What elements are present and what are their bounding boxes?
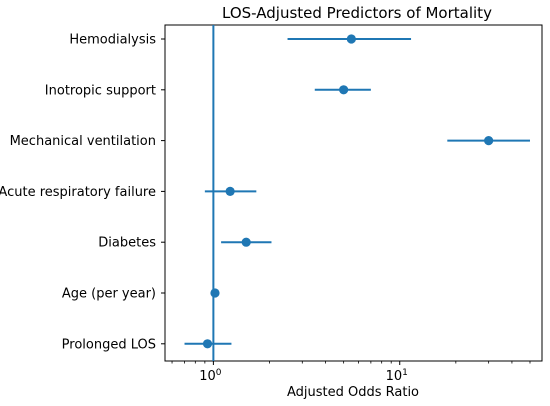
x-axis-label: Adjusted Odds Ratio — [287, 385, 419, 400]
y-tick-label: Acute respiratory failure — [0, 185, 156, 200]
x-tick-label: 100 — [199, 368, 222, 384]
chart-title: LOS-Adjusted Predictors of Mortality — [222, 4, 492, 22]
estimate-point — [202, 339, 213, 349]
estimate-point — [484, 136, 494, 146]
estimate-point — [225, 186, 235, 196]
y-tick-label: Hemodialysis — [69, 33, 156, 48]
x-tick-label: 101 — [386, 368, 408, 384]
estimate-point — [241, 237, 251, 247]
estimate-point — [339, 85, 349, 95]
estimate-point — [210, 288, 220, 298]
y-tick-label: Mechanical ventilation — [10, 134, 156, 149]
y-tick-label: Prolonged LOS — [62, 337, 156, 352]
y-tick-label: Inotropic support — [45, 83, 156, 98]
y-tick-label: Diabetes — [98, 236, 156, 251]
estimate-point — [346, 34, 356, 44]
y-tick-label: Age (per year) — [62, 287, 156, 302]
plot-area-frame — [164, 24, 543, 362]
